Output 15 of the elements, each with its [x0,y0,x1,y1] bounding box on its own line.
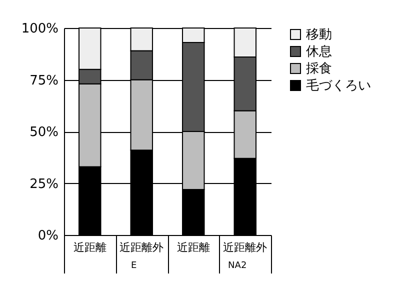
legend-label: 移動 [306,28,332,42]
y-tick-label: 0% [38,228,58,244]
y-tick-label: 25% [30,176,58,192]
y-tick-label: 75% [30,73,58,88]
x-tick-label: 近距離外 [223,241,268,254]
legend-label: 採食 [306,62,332,76]
y-tick-label: 100% [21,22,58,36]
legend-label: 休息 [306,44,332,60]
x-tick-label: 近距離 [73,241,106,254]
x-tick-label: 近距離外 [120,241,164,254]
legend-label: 毛づくろい [306,78,371,94]
x-tick-label: 近距離 [176,241,210,254]
text: E [131,261,138,271]
y-tick-label: 50% [30,125,58,140]
text: NA2 [228,261,247,271]
